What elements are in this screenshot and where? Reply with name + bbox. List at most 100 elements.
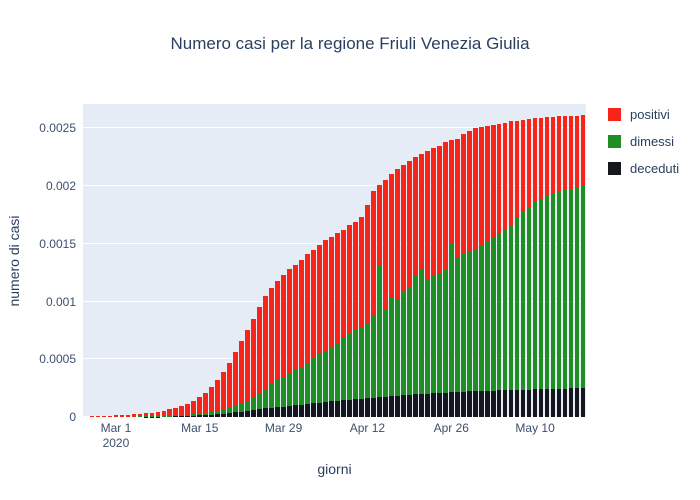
bar-segment-dimessi: [353, 330, 358, 400]
y-tick-label: 0.001: [45, 294, 76, 309]
bar-segment-positivi: [281, 274, 286, 377]
bar-segment-positivi: [221, 371, 227, 410]
bar-segment-deceduti: [335, 400, 340, 417]
bar-segment-dimessi: [418, 269, 424, 395]
bar-segment-dimessi: [460, 253, 466, 392]
bar-segment-positivi: [95, 416, 101, 417]
legend-label: dimessi: [630, 134, 675, 149]
bar-segment-deceduti: [436, 392, 442, 417]
bar-segment-positivi: [137, 413, 143, 417]
bar-segment-dimessi: [442, 270, 448, 393]
legend-label: positivi: [630, 107, 670, 122]
bar-segment-dimessi: [341, 338, 346, 401]
bar-segment-deceduti: [389, 396, 394, 417]
bar-segment-deceduti: [466, 391, 472, 417]
legend: positivi dimessi deceduti: [608, 101, 679, 182]
bar-segment-deceduti: [430, 393, 436, 417]
bar-segment-dimessi: [227, 408, 233, 414]
positivi-swatch-icon: [608, 108, 621, 121]
bar-segment-dimessi: [197, 413, 203, 416]
bar-segment-dimessi: [257, 393, 262, 410]
bar-segment-positivi: [317, 244, 322, 355]
bar-segment-dimessi: [508, 225, 514, 390]
bar-segment-positivi: [239, 340, 244, 404]
bar-segment-deceduti: [395, 395, 400, 417]
dimessi-swatch-icon: [608, 135, 621, 148]
bar-segment-positivi: [251, 318, 256, 398]
bar-segment-deceduti: [460, 391, 466, 417]
bar-segment-deceduti: [299, 404, 304, 417]
y-tick-label: 0.0015: [39, 236, 76, 251]
bar-segment-deceduti: [167, 416, 173, 417]
bar-segment-positivi: [556, 116, 562, 193]
y-tick-label: 0: [69, 410, 76, 424]
legend-item-deceduti[interactable]: deceduti: [608, 155, 679, 182]
bar-segment-dimessi: [401, 291, 406, 396]
bar-segment-positivi: [371, 190, 376, 316]
bar-segment-dimessi: [580, 185, 586, 388]
bar-segment-deceduti: [329, 401, 334, 417]
bar-segment-deceduti: [454, 392, 460, 417]
bar-segment-deceduti: [209, 414, 215, 417]
x-tick-label: Mar 1 2020: [100, 421, 132, 450]
bar-segment-dimessi: [538, 198, 544, 390]
bar-segment-dimessi: [365, 323, 370, 399]
bar-segment-dimessi: [514, 218, 520, 390]
x-tick-label: Apr 12: [349, 421, 386, 435]
bar-segment-positivi: [448, 139, 454, 244]
bar-segment-positivi: [490, 124, 496, 237]
bar-segment-positivi: [359, 217, 364, 328]
bar-segment-deceduti: [317, 402, 322, 417]
bar-segment-positivi: [401, 165, 406, 292]
legend-label: deceduti: [630, 161, 680, 176]
bar-segment-dimessi: [251, 397, 256, 410]
bar-segment-deceduti: [442, 392, 448, 417]
bar-segment-deceduti: [263, 408, 268, 417]
bar-segment-deceduti: [185, 415, 191, 417]
x-tick-label: Mar 29: [264, 421, 303, 435]
bar-segment-positivi: [293, 264, 298, 370]
bar-segment-positivi: [413, 157, 418, 275]
bar-segment-deceduti: [293, 405, 298, 417]
bar-segment-dimessi: [287, 373, 292, 406]
bar-segment-positivi: [520, 119, 526, 212]
bar-segment-deceduti: [418, 394, 424, 417]
bar-segment-positivi: [197, 397, 203, 414]
bar-segment-positivi: [532, 118, 538, 203]
bar-segment-deceduti: [215, 414, 221, 417]
bar-segment-positivi: [203, 392, 209, 413]
bar-segment-positivi: [365, 204, 370, 324]
bar-segment-dimessi: [556, 192, 562, 389]
bar-segment-deceduti: [562, 388, 568, 417]
bar-segment-positivi: [383, 180, 388, 310]
bar-segment-positivi: [323, 240, 328, 352]
bar-segment-deceduti: [377, 397, 382, 417]
bar-segment-positivi: [353, 221, 358, 331]
bar-segment-deceduti: [514, 389, 520, 417]
legend-item-dimessi[interactable]: dimessi: [608, 128, 679, 155]
bar-segment-deceduti: [472, 391, 478, 417]
bar-segment-deceduti: [538, 389, 544, 417]
bar-segment-deceduti: [269, 407, 274, 417]
bar-segment-deceduti: [484, 390, 490, 417]
bar-segment-dimessi: [484, 241, 490, 391]
bar-segment-positivi: [389, 174, 394, 297]
bar-segment-positivi: [466, 130, 472, 252]
bar-segment-positivi: [442, 142, 448, 271]
bar-segment-deceduti: [383, 396, 388, 417]
bar-segment-dimessi: [550, 194, 556, 389]
deceduti-swatch-icon: [608, 162, 621, 175]
bar-segment-deceduti: [532, 389, 538, 417]
bar-segment-positivi: [269, 287, 274, 384]
bar-segment-positivi: [275, 280, 280, 381]
bar-segment-dimessi: [544, 196, 550, 390]
bar-segment-deceduti: [179, 415, 185, 417]
bar-segment-positivi: [149, 412, 155, 417]
bar-segment-deceduti: [550, 388, 556, 417]
chart-title: Numero casi per la regione Friuli Venezi…: [170, 34, 530, 53]
bar-segment-deceduti: [197, 415, 203, 417]
bar-segment-positivi: [514, 120, 520, 219]
bar-segment-dimessi: [562, 190, 568, 389]
bar-segment-positivi: [544, 117, 550, 197]
legend-item-positivi[interactable]: positivi: [608, 101, 679, 128]
